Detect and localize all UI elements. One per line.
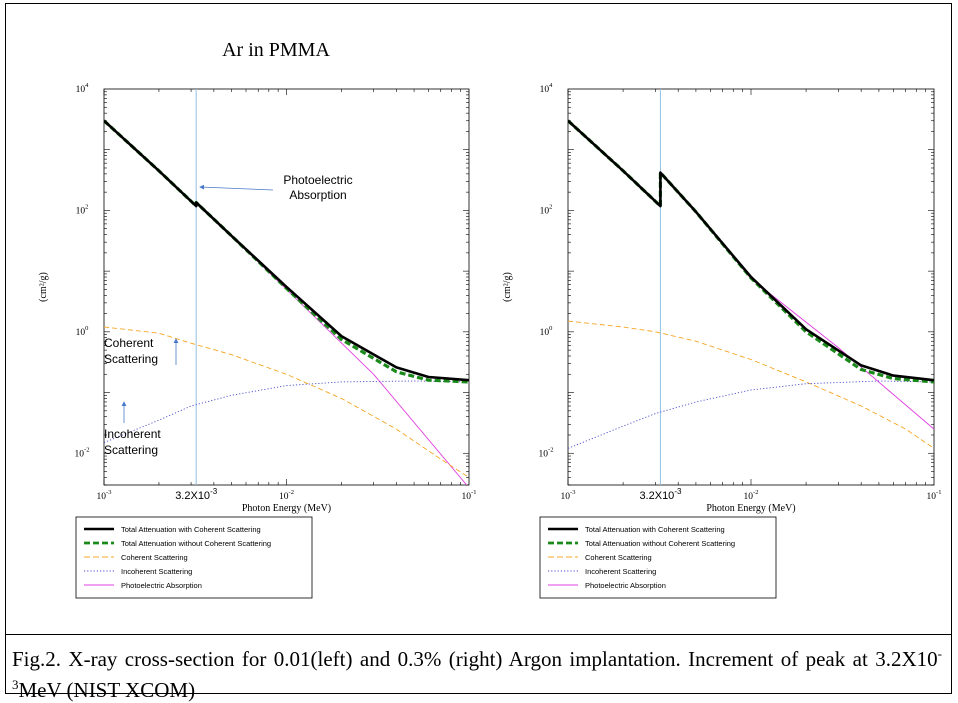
y-tick-label: 10-2 — [539, 446, 554, 459]
annotation-photoelectric: Photoelectric Absorption — [283, 173, 352, 202]
chart-panel-1: 104 102 100 10-2 10-3 10-2 10-1 Photon Energy (… — [38, 39, 477, 599]
marker-label: 3.2X10-3 — [639, 487, 682, 502]
series-line-total-attenuation-without-coherent-scattering — [104, 119, 469, 384]
figure-svg: 104 102 100 10-2 10-3 10-2 10-1 Photon Energy (… — [38, 39, 942, 599]
y-tick-label: 104 — [76, 82, 90, 95]
figure-area: 104 102 100 10-2 10-3 10-2 10-1 Photon Energy (… — [6, 4, 951, 634]
legend-label: Total Attenuation without Coherent Scatt… — [121, 539, 271, 548]
legend-label: Total Attenuation with Coherent Scatteri… — [585, 525, 725, 534]
y-axis-label: (cm²/g) — [38, 272, 49, 302]
legend-label: Total Attenuation with Coherent Scatteri… — [121, 525, 261, 534]
legend-label: Coherent Scattering — [121, 553, 188, 562]
y-tick-label: 104 — [540, 82, 554, 95]
caption-tail: MeV (NIST XCOM) — [18, 678, 196, 702]
legend-label: Coherent Scattering — [585, 553, 652, 562]
caption-text: Fig.2. X-ray cross-section for 0.01(left… — [12, 647, 938, 671]
y-tick-label: 10-2 — [75, 446, 90, 459]
caption-superscript: -3 — [12, 646, 942, 692]
series-group — [568, 119, 934, 449]
annotation-incoherent: Incoherent Scattering — [104, 427, 161, 457]
legend-label: Photoelectric Absorption — [585, 581, 666, 590]
legend-label: Total Attenuation without Coherent Scatt… — [585, 539, 735, 548]
legend-box — [539, 516, 777, 599]
figure-frame: 104 102 100 10-2 10-3 10-2 10-1 Photon Energy (… — [5, 3, 952, 702]
y-tick-label: 100 — [540, 325, 553, 338]
chart-title: Ar in PMMA — [222, 39, 330, 61]
y-tick-label: 102 — [540, 203, 553, 216]
series-group — [104, 119, 469, 485]
series-line-total-attenuation-without-coherent-scattering — [568, 119, 934, 384]
x-tick-label: 10-3 — [561, 489, 576, 502]
x-tick-label: 10-3 — [97, 489, 112, 502]
annotation-arrow — [199, 184, 274, 191]
y-axis-label: (cm²/g) — [502, 272, 513, 302]
figure-caption: Fig.2. X-ray cross-section for 0.01(left… — [12, 641, 942, 703]
series-line-photoelectric-absorption — [568, 120, 934, 430]
y-tick-label: 100 — [76, 325, 89, 338]
plot-frame — [567, 88, 935, 486]
series-line-coherent-scattering — [568, 320, 934, 449]
series-line-coherent-scattering — [104, 326, 469, 478]
legend-label: Photoelectric Absorption — [121, 581, 202, 590]
y-tick-label: 102 — [76, 203, 89, 216]
caption-box: Fig.2. X-ray cross-section for 0.01(left… — [6, 634, 951, 702]
annotation-coherent: Coherent Scattering — [104, 336, 158, 366]
x-tick-label: 10-1 — [927, 489, 942, 502]
legend-label: Incoherent Scattering — [121, 567, 192, 576]
x-tick-label: 10-2 — [279, 489, 294, 502]
chart-panel-2: 104 102 100 10-2 10-3 10-2 10-1 Photon Energy (… — [502, 82, 942, 599]
series-line-incoherent-scattering — [104, 380, 469, 444]
series-line-total-attenuation-with-coherent-scattering — [568, 119, 934, 382]
x-axis-label: Photon Energy (MeV) — [706, 503, 795, 514]
legend-box — [75, 516, 313, 599]
x-tick-label: 10-1 — [462, 489, 477, 502]
series-line-incoherent-scattering — [568, 380, 934, 449]
series-line-total-attenuation-with-coherent-scattering — [104, 119, 469, 382]
x-tick-label: 10-2 — [744, 489, 759, 502]
legend-label: Incoherent Scattering — [585, 567, 656, 576]
x-axis-label: Photon Energy (MeV) — [242, 503, 331, 514]
marker-label: 3.2X10-3 — [175, 487, 218, 502]
